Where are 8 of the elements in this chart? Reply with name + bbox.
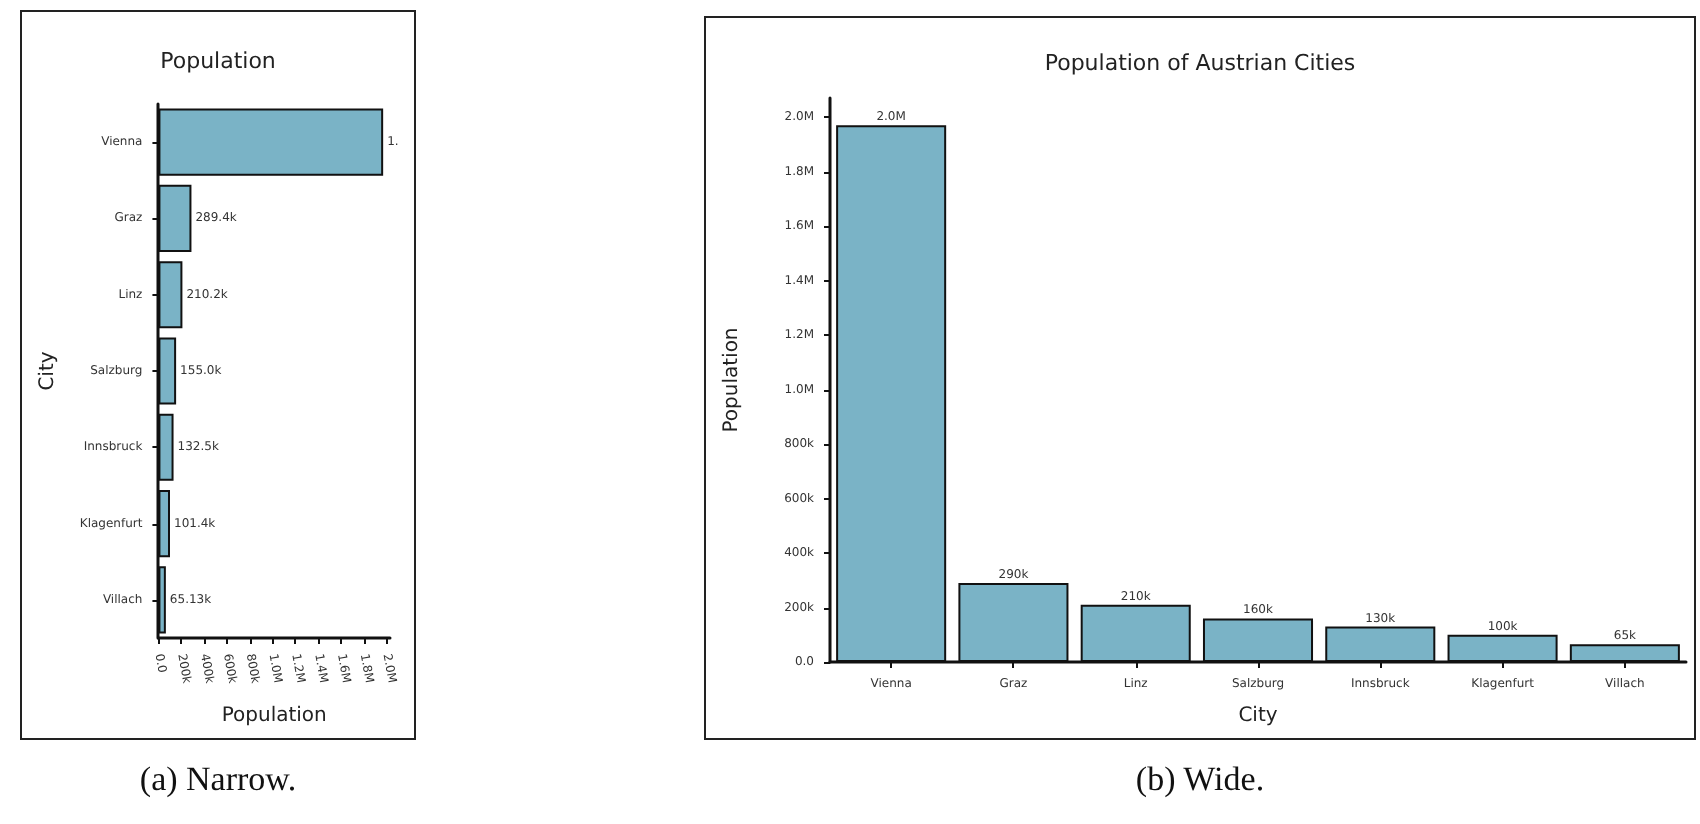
y-axis-title: City xyxy=(37,351,59,391)
text: (a) Narrow. xyxy=(137,760,299,800)
x-axis-title: City xyxy=(1238,705,1278,727)
y-axis-title: Population xyxy=(721,327,743,433)
chart-title: Population xyxy=(160,48,276,74)
chart-title: Population of Austrian Cities xyxy=(1044,50,1356,76)
x-axis-title: Population xyxy=(221,705,327,727)
text: (b) Wide. xyxy=(1133,760,1267,800)
